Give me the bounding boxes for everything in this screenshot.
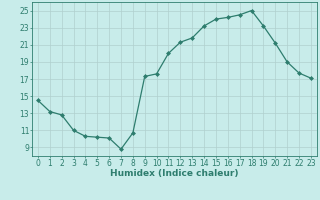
X-axis label: Humidex (Indice chaleur): Humidex (Indice chaleur) [110,169,239,178]
